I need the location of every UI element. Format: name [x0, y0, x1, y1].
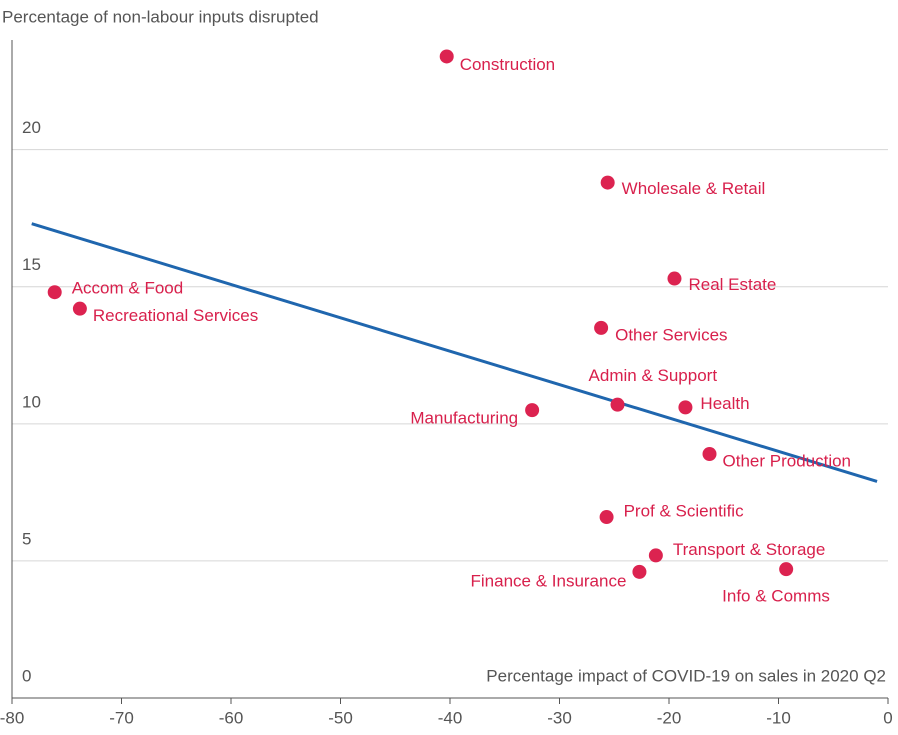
point-label: Manufacturing [410, 409, 518, 428]
y-tick-label: 15 [22, 255, 41, 274]
x-tick-label: -60 [219, 708, 244, 727]
x-tick-label: -70 [109, 708, 134, 727]
point [72, 301, 87, 316]
y-tick-label: 10 [22, 392, 41, 411]
point-label: Real Estate [688, 275, 776, 294]
point-label: Info & Comms [722, 587, 830, 606]
y-tick-label: 20 [22, 118, 41, 137]
point-label: Admin & Support [589, 366, 718, 385]
point [599, 510, 614, 525]
point-label: Health [700, 394, 749, 413]
point [702, 446, 717, 461]
point-label: Other Services [615, 325, 727, 344]
point [632, 564, 647, 579]
point [600, 175, 615, 190]
point [610, 397, 625, 412]
point-label: Accom & Food [72, 279, 184, 298]
x-axis-label: Percentage impact of COVID-19 on sales i… [486, 666, 886, 685]
point [648, 548, 663, 563]
point [594, 320, 609, 335]
x-tick-label: -20 [657, 708, 682, 727]
x-tick-label: 0 [883, 708, 892, 727]
x-tick-label: -50 [328, 708, 353, 727]
y-tick-label: 5 [22, 529, 31, 548]
point-label: Finance & Insurance [471, 571, 627, 590]
point [678, 400, 693, 415]
point [779, 562, 794, 577]
point-label: Construction [460, 55, 555, 74]
x-tick-label: -80 [0, 708, 24, 727]
x-tick-label: -10 [766, 708, 791, 727]
y-axis-label: Percentage of non-labour inputs disrupte… [2, 7, 319, 26]
point-label: Other Production [723, 451, 852, 470]
point-label: Transport & Storage [673, 540, 825, 559]
trend-line [31, 222, 878, 483]
point [47, 285, 62, 300]
point [439, 49, 454, 64]
x-tick-label: -30 [547, 708, 572, 727]
x-tick-label: -40 [438, 708, 463, 727]
point-label: Wholesale & Retail [622, 179, 766, 198]
point [667, 271, 682, 286]
point-label: Prof & Scientific [624, 502, 744, 521]
y-tick-label: 0 [22, 666, 31, 685]
point-label: Recreational Services [93, 306, 258, 325]
point [525, 403, 540, 418]
